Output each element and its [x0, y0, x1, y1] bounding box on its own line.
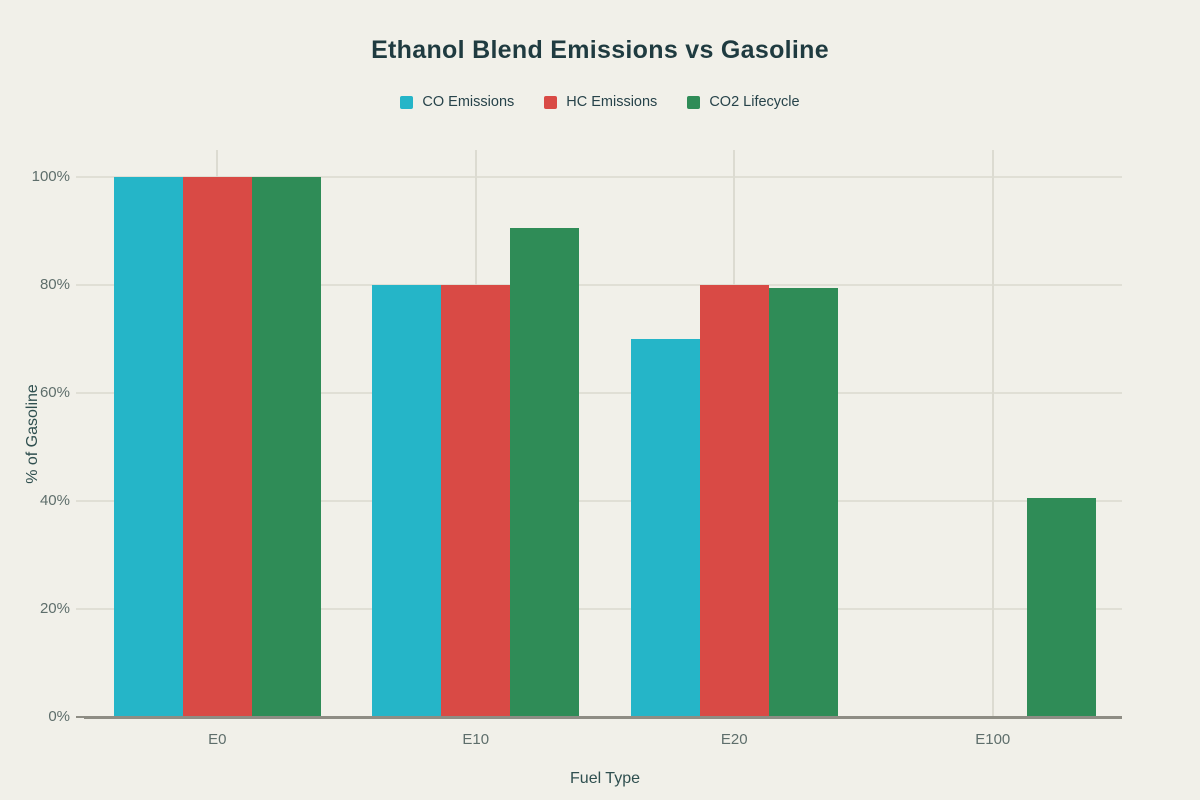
axis-tick	[76, 284, 88, 286]
chart-title: Ethanol Blend Emissions vs Gasoline	[371, 36, 829, 64]
y-tick-label: 100%	[31, 168, 70, 185]
gridline-v	[991, 150, 994, 717]
x-tick-label: E10	[462, 731, 490, 748]
bar	[251, 177, 321, 717]
bar	[768, 287, 838, 717]
bar	[510, 228, 580, 717]
legend-label: CO Emissions	[422, 94, 515, 110]
x-tick-label: E20	[720, 731, 748, 748]
legend-swatch-icon	[400, 95, 414, 109]
gridline-h	[88, 392, 1122, 394]
legend-swatch-icon	[544, 95, 558, 109]
bar	[372, 285, 442, 717]
bar	[699, 285, 769, 717]
bar	[441, 285, 511, 717]
gridline-h	[88, 608, 1122, 610]
bar	[113, 177, 183, 717]
legend-swatch-icon	[687, 95, 701, 109]
legend-label: CO2 Lifecycle	[709, 94, 800, 110]
gridline-h	[88, 500, 1122, 502]
y-axis-title: % of Gasoline	[24, 384, 41, 484]
legend-label: HC Emissions	[566, 94, 658, 110]
bar	[1027, 498, 1097, 717]
bar	[630, 339, 700, 717]
x-tick-label: E100	[975, 731, 1011, 748]
axis-tick	[76, 716, 88, 718]
bar	[182, 177, 252, 717]
x-axis-line	[84, 716, 1122, 719]
y-tick-label: 80%	[39, 276, 70, 293]
y-tick-label: 60%	[39, 384, 70, 401]
y-tick-label: 0%	[48, 708, 70, 725]
x-axis-title: Fuel Type	[570, 770, 640, 787]
gridline-h	[88, 176, 1122, 178]
axis-tick	[76, 176, 88, 178]
axis-tick	[76, 608, 88, 610]
gridline-h	[88, 284, 1122, 286]
axis-tick	[76, 500, 88, 502]
legend-item: HC Emissions	[544, 94, 657, 110]
axis-tick	[76, 392, 88, 394]
y-tick-label: 40%	[39, 492, 70, 509]
legend-item: CO Emissions	[400, 94, 514, 110]
y-tick-label: 20%	[39, 600, 70, 617]
x-tick-label: E0	[208, 731, 227, 748]
legend-item: CO2 Lifecycle	[687, 94, 800, 110]
chart-legend: CO Emissions HC Emissions CO2 Lifecycle	[0, 94, 1200, 110]
